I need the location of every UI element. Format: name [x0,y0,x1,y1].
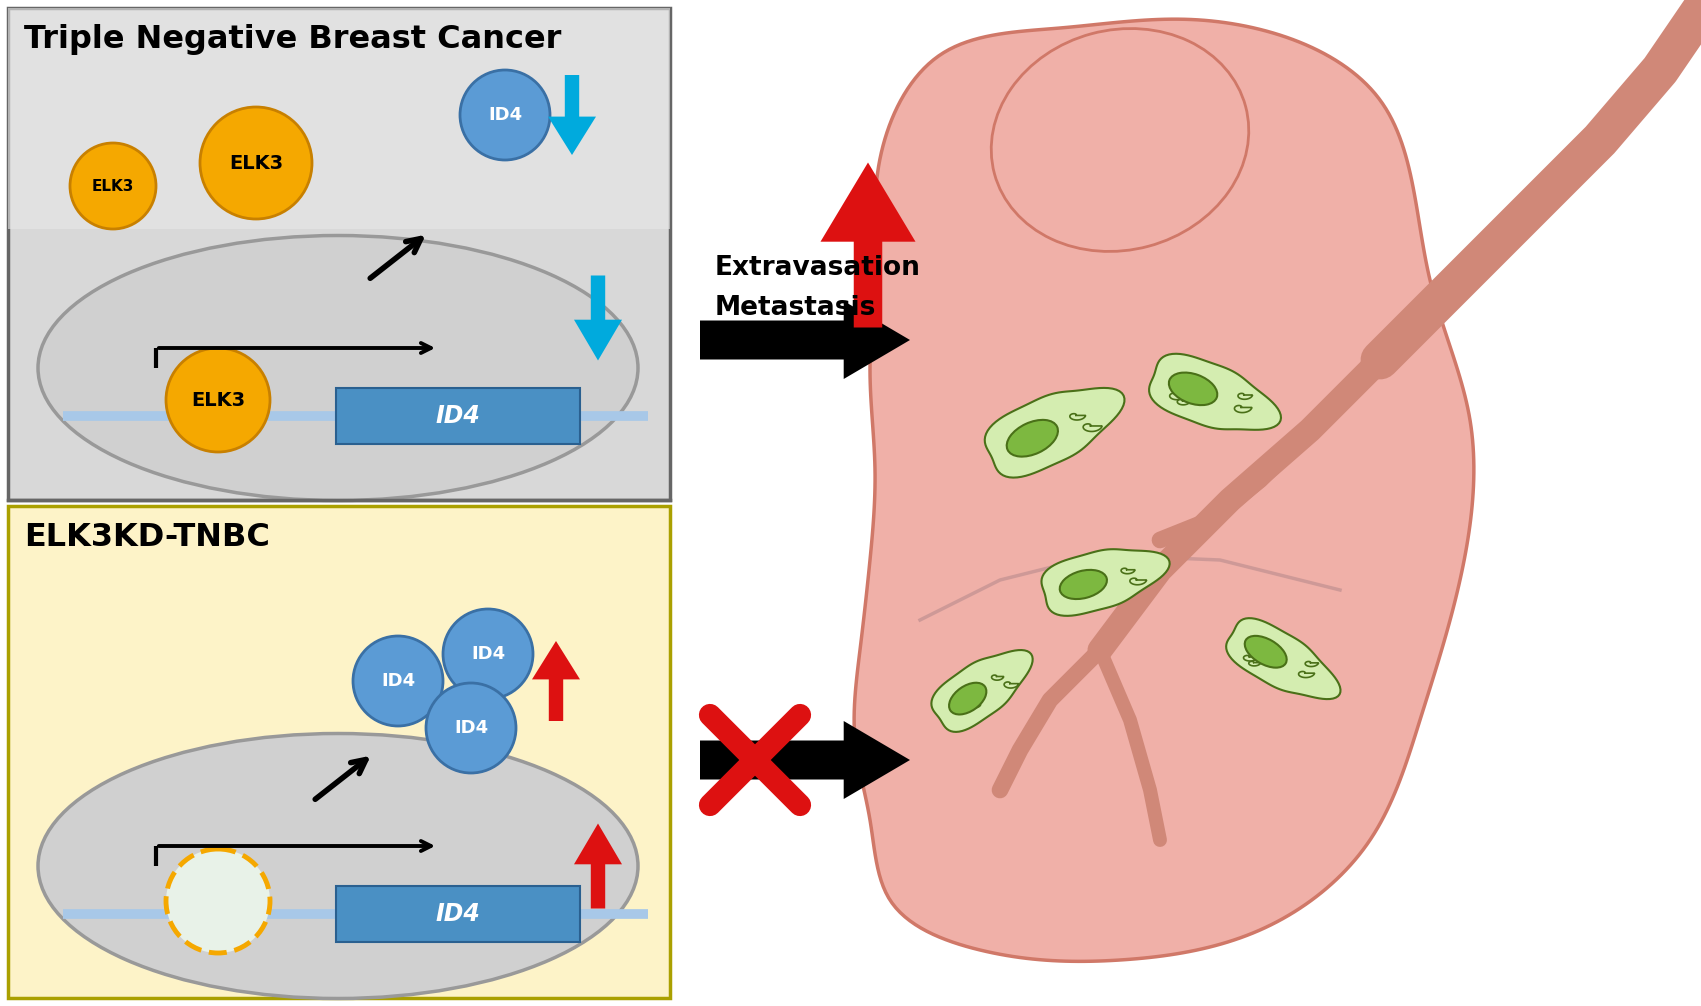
Text: ID4: ID4 [381,672,415,690]
Text: Extravasation: Extravasation [714,255,920,281]
Polygon shape [701,721,910,799]
Polygon shape [932,650,1033,732]
Text: ID4: ID4 [435,902,480,926]
FancyBboxPatch shape [9,506,670,998]
Text: ELK3: ELK3 [92,178,134,193]
Polygon shape [1249,661,1260,666]
Polygon shape [1017,444,1034,451]
Polygon shape [532,641,580,721]
Polygon shape [985,388,1124,478]
Polygon shape [1170,393,1186,399]
Polygon shape [1305,662,1318,667]
Text: ID4: ID4 [471,645,505,663]
Polygon shape [701,301,910,379]
Ellipse shape [1245,636,1286,668]
Polygon shape [992,675,1004,680]
Circle shape [167,849,270,953]
Ellipse shape [992,28,1249,252]
Polygon shape [1238,393,1252,399]
Polygon shape [1226,618,1340,699]
Polygon shape [1084,424,1102,432]
Polygon shape [573,276,623,360]
Ellipse shape [37,235,638,501]
Ellipse shape [1007,420,1058,457]
Polygon shape [1004,682,1019,688]
Ellipse shape [1060,569,1107,599]
Text: ELK3KD-TNBC: ELK3KD-TNBC [24,522,270,553]
Text: ELK3: ELK3 [230,154,282,172]
Polygon shape [1177,399,1191,404]
Polygon shape [1041,549,1170,616]
Text: Metastasis: Metastasis [714,295,876,321]
Text: ELK3: ELK3 [191,390,245,409]
Polygon shape [1031,446,1046,451]
FancyBboxPatch shape [337,886,580,942]
Polygon shape [1150,354,1281,430]
Polygon shape [854,19,1473,962]
Ellipse shape [949,683,987,714]
Polygon shape [1121,568,1135,573]
Circle shape [201,107,311,219]
Polygon shape [820,163,915,328]
Polygon shape [1129,578,1146,584]
Polygon shape [970,703,981,708]
Text: Triple Negative Breast Cancer: Triple Negative Breast Cancer [24,24,561,55]
Ellipse shape [1169,372,1218,405]
Ellipse shape [37,733,638,999]
Circle shape [167,348,270,452]
Text: ID4: ID4 [454,719,488,737]
Circle shape [354,636,442,726]
Circle shape [442,609,532,699]
Polygon shape [1298,671,1315,678]
Polygon shape [548,75,595,155]
Polygon shape [573,824,623,908]
Polygon shape [1243,656,1259,661]
Text: ID4: ID4 [488,106,522,124]
FancyBboxPatch shape [9,8,670,229]
Polygon shape [959,703,973,708]
Circle shape [459,70,549,160]
Polygon shape [1078,592,1092,597]
Polygon shape [1068,590,1084,596]
Circle shape [425,683,515,773]
Polygon shape [1070,413,1085,420]
Polygon shape [1235,405,1252,412]
FancyBboxPatch shape [9,8,670,500]
Text: ID4: ID4 [435,404,480,428]
FancyBboxPatch shape [337,388,580,444]
Circle shape [70,143,156,229]
